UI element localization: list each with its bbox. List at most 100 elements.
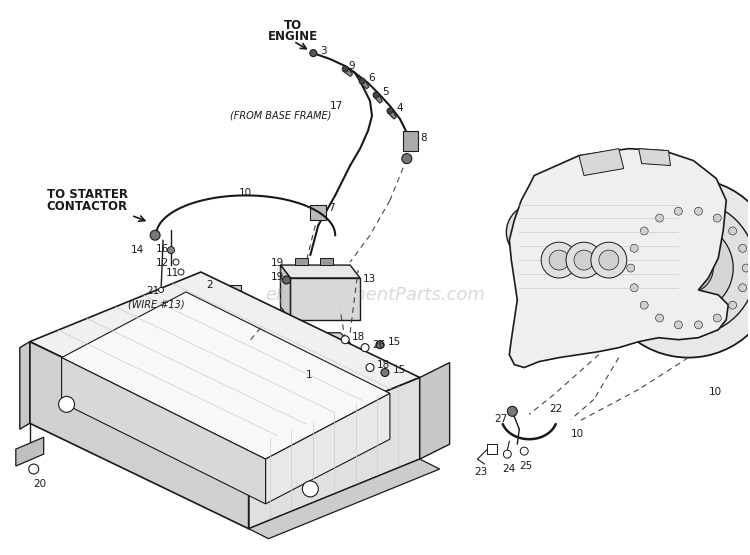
Polygon shape <box>343 67 352 77</box>
Text: 3: 3 <box>320 46 327 56</box>
Text: 11: 11 <box>166 268 179 278</box>
Circle shape <box>566 242 602 278</box>
Text: eReplacementParts.com: eReplacementParts.com <box>265 286 485 304</box>
Text: 13: 13 <box>363 274 376 284</box>
Circle shape <box>341 336 350 344</box>
Circle shape <box>381 369 389 376</box>
Circle shape <box>574 250 594 270</box>
Circle shape <box>376 341 384 349</box>
Polygon shape <box>320 258 333 265</box>
Text: 26: 26 <box>372 340 386 350</box>
Text: 10: 10 <box>708 387 722 397</box>
Circle shape <box>361 344 369 352</box>
Polygon shape <box>360 79 369 89</box>
Circle shape <box>739 284 747 292</box>
Text: (FROM BASE FRAME): (FROM BASE FRAME) <box>230 111 332 121</box>
Polygon shape <box>280 342 350 367</box>
Circle shape <box>656 214 664 222</box>
Polygon shape <box>62 292 390 459</box>
Text: 8: 8 <box>420 133 427 143</box>
Text: 9: 9 <box>348 61 355 71</box>
Text: 4: 4 <box>397 103 404 113</box>
Circle shape <box>366 364 374 371</box>
Circle shape <box>640 227 648 235</box>
Circle shape <box>739 244 747 253</box>
Circle shape <box>627 264 634 272</box>
Circle shape <box>674 207 682 215</box>
Circle shape <box>506 204 562 260</box>
Text: 14: 14 <box>131 245 145 255</box>
Polygon shape <box>310 205 326 220</box>
Polygon shape <box>420 362 449 459</box>
Circle shape <box>713 214 722 222</box>
Circle shape <box>402 154 412 164</box>
Circle shape <box>542 242 577 278</box>
Text: 18: 18 <box>352 332 365 342</box>
Circle shape <box>520 447 528 455</box>
Polygon shape <box>216 285 241 298</box>
Circle shape <box>679 258 698 278</box>
Text: 19: 19 <box>271 258 284 268</box>
Polygon shape <box>266 393 390 504</box>
Text: 7: 7 <box>328 203 334 213</box>
Polygon shape <box>280 265 360 278</box>
Text: 18: 18 <box>377 360 390 370</box>
Text: 25: 25 <box>519 461 532 471</box>
Circle shape <box>713 314 722 322</box>
Text: 2: 2 <box>206 280 212 290</box>
Circle shape <box>598 179 750 357</box>
Text: 24: 24 <box>503 464 515 474</box>
Circle shape <box>664 243 713 293</box>
Circle shape <box>526 224 542 240</box>
Polygon shape <box>16 437 44 466</box>
Text: 15: 15 <box>388 337 401 347</box>
Circle shape <box>359 78 365 84</box>
Circle shape <box>302 481 318 497</box>
Circle shape <box>503 450 512 458</box>
Circle shape <box>28 464 39 474</box>
Text: TO STARTER: TO STARTER <box>46 189 128 201</box>
Circle shape <box>674 321 682 329</box>
Circle shape <box>516 214 552 250</box>
Circle shape <box>591 242 627 278</box>
Text: 21: 21 <box>146 286 160 296</box>
Circle shape <box>58 396 74 412</box>
Text: CONTACTOR: CONTACTOR <box>46 200 128 213</box>
Text: 12: 12 <box>156 258 170 268</box>
Circle shape <box>373 92 379 98</box>
Polygon shape <box>296 258 308 265</box>
Polygon shape <box>249 377 420 529</box>
Text: 23: 23 <box>475 467 488 477</box>
Circle shape <box>598 250 619 270</box>
Circle shape <box>644 223 734 313</box>
Polygon shape <box>579 149 624 175</box>
Polygon shape <box>20 342 30 429</box>
Text: 19: 19 <box>271 272 284 282</box>
Polygon shape <box>374 93 382 103</box>
Text: 17: 17 <box>330 101 344 111</box>
Polygon shape <box>290 278 360 320</box>
Circle shape <box>150 230 160 240</box>
Circle shape <box>640 301 648 309</box>
Text: TO: TO <box>284 19 302 32</box>
Circle shape <box>621 200 750 336</box>
Polygon shape <box>403 131 418 150</box>
Polygon shape <box>280 265 290 320</box>
Polygon shape <box>249 459 440 539</box>
Circle shape <box>694 321 703 329</box>
Text: 15: 15 <box>393 365 406 375</box>
Text: 22: 22 <box>549 405 562 415</box>
Text: 20: 20 <box>34 479 46 489</box>
Polygon shape <box>509 149 728 367</box>
Text: (WIRE #13): (WIRE #13) <box>128 300 184 310</box>
Circle shape <box>167 246 175 254</box>
Circle shape <box>656 314 664 322</box>
Polygon shape <box>639 149 670 165</box>
Polygon shape <box>488 444 497 454</box>
Text: 16: 16 <box>156 244 170 254</box>
Circle shape <box>549 250 569 270</box>
Polygon shape <box>271 332 350 342</box>
Polygon shape <box>62 357 266 504</box>
Circle shape <box>178 269 184 275</box>
Circle shape <box>630 244 638 253</box>
